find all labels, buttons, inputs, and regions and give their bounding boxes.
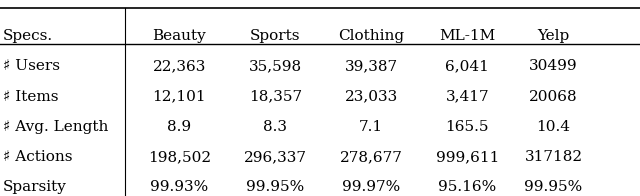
Text: ♯ Items: ♯ Items: [3, 90, 59, 104]
Text: 999,611: 999,611: [435, 150, 499, 164]
Text: 99.95%: 99.95%: [246, 180, 305, 194]
Text: 30499: 30499: [529, 60, 578, 74]
Text: 6,041: 6,041: [445, 60, 489, 74]
Text: Sports: Sports: [250, 29, 300, 43]
Text: 35,598: 35,598: [248, 60, 302, 74]
Text: 7.1: 7.1: [359, 120, 383, 134]
Text: 23,033: 23,033: [344, 90, 398, 104]
Text: 22,363: 22,363: [152, 60, 206, 74]
Text: Clothing: Clothing: [338, 29, 404, 43]
Text: Yelp: Yelp: [538, 29, 570, 43]
Text: ♯ Users: ♯ Users: [3, 60, 60, 74]
Text: Sparsity: Sparsity: [3, 180, 67, 194]
Text: 12,101: 12,101: [152, 90, 206, 104]
Text: 20068: 20068: [529, 90, 578, 104]
Text: 99.95%: 99.95%: [524, 180, 583, 194]
Text: 8.3: 8.3: [263, 120, 287, 134]
Text: 99.97%: 99.97%: [342, 180, 401, 194]
Text: 18,357: 18,357: [248, 90, 302, 104]
Text: 95.16%: 95.16%: [438, 180, 497, 194]
Text: 39,387: 39,387: [344, 60, 398, 74]
Text: 165.5: 165.5: [445, 120, 489, 134]
Text: Beauty: Beauty: [152, 29, 206, 43]
Text: Specs.: Specs.: [3, 29, 53, 43]
Text: 278,677: 278,677: [340, 150, 403, 164]
Text: 198,502: 198,502: [148, 150, 211, 164]
Text: ML-1M: ML-1M: [439, 29, 495, 43]
Text: 99.93%: 99.93%: [150, 180, 209, 194]
Text: ♯ Avg. Length: ♯ Avg. Length: [3, 120, 109, 134]
Text: 10.4: 10.4: [536, 120, 571, 134]
Text: 3,417: 3,417: [445, 90, 489, 104]
Text: 317182: 317182: [525, 150, 582, 164]
Text: ♯ Actions: ♯ Actions: [3, 150, 73, 164]
Text: 8.9: 8.9: [167, 120, 191, 134]
Text: 296,337: 296,337: [244, 150, 307, 164]
